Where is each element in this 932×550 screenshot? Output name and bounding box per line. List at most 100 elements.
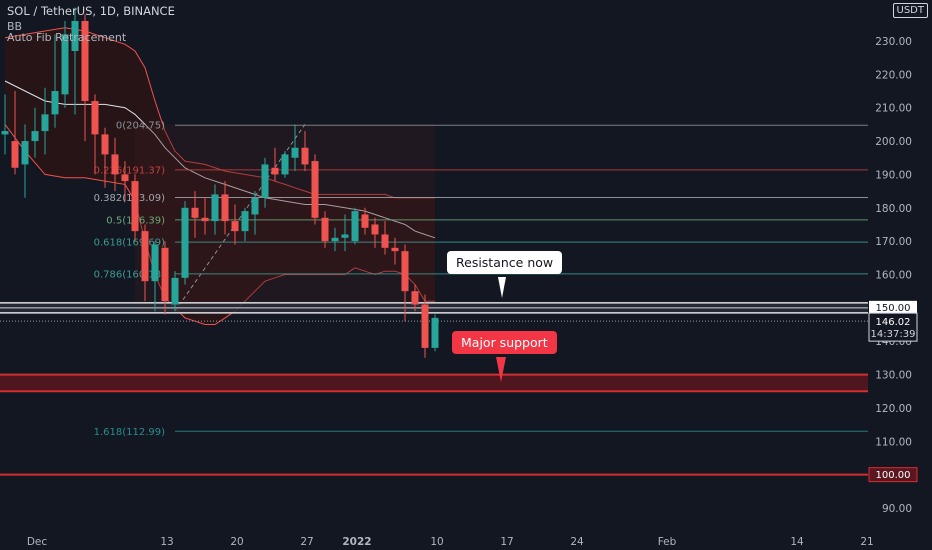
candle-body-10 (101, 134, 109, 155)
candle-21 (211, 184, 219, 235)
candle-10 (101, 127, 109, 188)
candle-body-14 (141, 231, 149, 282)
candle-body-36 (361, 214, 369, 228)
symbol-title[interactable]: SOL / TetherUS, 1D, BINANCE (7, 4, 175, 18)
candle-38 (381, 221, 389, 255)
candle-body-38 (381, 234, 389, 248)
candle-body-8 (81, 20, 89, 102)
support-callout-pointer (496, 357, 506, 382)
candle-body-3 (31, 131, 39, 142)
price-levels (0, 277, 868, 476)
current-price-label: 146.02 (876, 317, 911, 328)
candle-body-23 (231, 221, 239, 232)
time-tick-5: 10 (430, 536, 443, 548)
time-tick-7: 24 (570, 536, 584, 548)
candle-6 (61, 20, 69, 108)
candle-9 (91, 94, 99, 175)
candle-5 (51, 34, 59, 128)
candle-39 (391, 237, 399, 265)
candle-15 (151, 241, 159, 312)
candle-body-2 (21, 141, 29, 165)
time-axis-bg (0, 530, 932, 550)
candles (1, 7, 439, 358)
fib-label-5: 0.786(160.18) (94, 269, 166, 280)
indicator-fib-label[interactable]: Auto Fib Retracement (7, 31, 127, 44)
price-tick-160: 160.00 (875, 270, 912, 282)
candle-37 (371, 217, 379, 248)
price-tick-120: 120.00 (875, 403, 912, 415)
candle-body-27 (271, 167, 279, 175)
current-price-label-bg (868, 312, 918, 342)
candle-body-32 (321, 217, 329, 242)
candle-8 (81, 14, 89, 142)
candle-body-0 (1, 131, 9, 135)
candle-body-28 (281, 154, 289, 175)
candle-36 (361, 207, 369, 235)
price-tick-90: 90.00 (882, 503, 912, 515)
candle-body-20 (201, 217, 209, 222)
fib-label-1: 0.236(191.37) (94, 165, 166, 176)
resistance-callout-pointer (498, 277, 506, 298)
candle-body-9 (91, 101, 99, 135)
candle-19 (191, 191, 199, 238)
candle-body-30 (301, 147, 309, 165)
candle-body-43 (431, 317, 439, 348)
candle-16 (161, 241, 169, 315)
candle-4 (41, 87, 49, 155)
price-tick-210: 210.00 (875, 103, 912, 115)
candle-body-11 (111, 154, 119, 175)
price-tick-130: 130.00 (875, 370, 912, 382)
resistance-price-label-bg (869, 300, 917, 314)
candle-body-24 (241, 211, 249, 232)
time-tick-6: 17 (500, 536, 513, 548)
time-tick-10: 21 (860, 536, 873, 548)
candle-12 (121, 161, 129, 202)
candle-body-18 (181, 207, 189, 278)
candle-17 (171, 271, 179, 312)
candle-22 (221, 181, 229, 235)
candle-body-12 (121, 174, 129, 182)
candle-body-40 (401, 251, 409, 292)
time-tick-4: 2022 (342, 536, 371, 548)
candle-0 (1, 94, 9, 155)
candle-body-26 (261, 164, 269, 198)
candle-24 (241, 207, 249, 242)
candle-33 (331, 227, 339, 252)
candle-body-41 (411, 291, 419, 305)
candle-13 (131, 174, 139, 242)
candle-30 (301, 131, 309, 172)
support-price-label-bg (868, 467, 918, 483)
candle-32 (321, 211, 329, 248)
candle-body-1 (11, 141, 19, 168)
candle-2 (21, 124, 29, 198)
price-tick-230: 230.00 (875, 36, 912, 48)
candle-1 (11, 91, 19, 175)
candle-3 (31, 107, 39, 158)
price-tick-170: 170.00 (875, 236, 912, 248)
price-axis-bg (868, 0, 932, 550)
candle-31 (311, 154, 319, 225)
time-tick-1: 13 (160, 536, 173, 548)
candle-body-17 (171, 277, 179, 305)
price-tick-220: 220.00 (875, 69, 912, 81)
price-tick-110: 110.00 (875, 436, 912, 448)
time-axis: Dec 13 20 27 2022 10 17 24 Feb 14 21 (0, 530, 932, 550)
fib-label-0: 0(204.75) (116, 121, 165, 132)
currency-badge[interactable]: USDT (892, 3, 928, 18)
candle-20 (201, 197, 209, 235)
fib-label-4: 0.618(169.69) (94, 238, 166, 249)
time-tick-9: 14 (790, 536, 804, 548)
support-callout: Major support (452, 331, 557, 354)
indicator-bb-label[interactable]: BB (7, 20, 23, 33)
candle-35 (351, 207, 359, 245)
candle-29 (291, 124, 299, 172)
candle-body-22 (221, 194, 229, 222)
support-price-label: 100.00 (876, 470, 911, 481)
candle-34 (341, 214, 349, 252)
bollinger-fill (5, 27, 435, 325)
resistance-price-label: 150.00 (876, 303, 911, 314)
candle-18 (181, 201, 189, 285)
time-tick-8: Feb (658, 536, 677, 548)
